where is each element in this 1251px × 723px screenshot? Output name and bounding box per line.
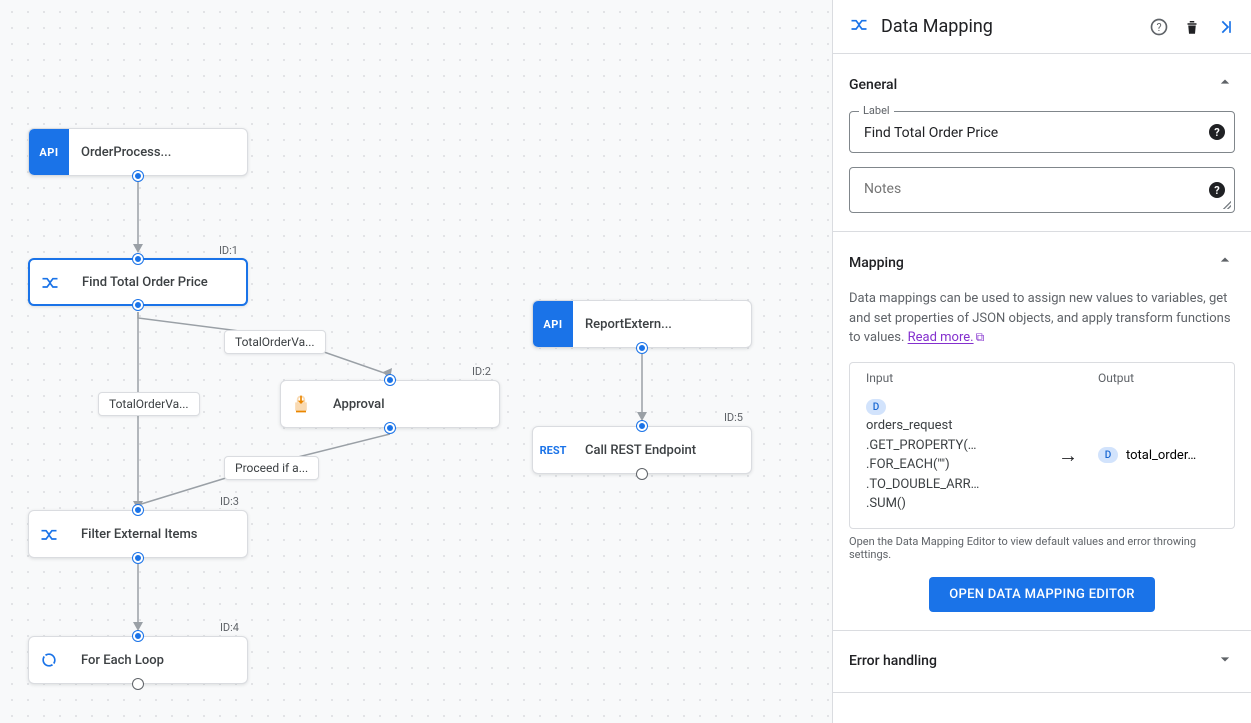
input-line: .FOR_EACH("") xyxy=(866,455,1038,475)
edge-label[interactable]: TotalOrderVa... xyxy=(98,392,200,416)
output-header: Output xyxy=(1098,371,1218,385)
input-header: Input xyxy=(866,371,1098,385)
node-port-bottom[interactable] xyxy=(133,171,143,181)
properties-panel: Data Mapping ? General Label ? xyxy=(832,0,1251,723)
notes-field[interactable]: ? xyxy=(849,167,1235,213)
panel-title: Data Mapping xyxy=(881,16,1135,37)
input-line: .SUM() xyxy=(866,494,1038,514)
node-port-top[interactable] xyxy=(637,421,647,431)
help-icon[interactable]: ? xyxy=(1209,182,1225,198)
general-section-toggle[interactable]: General xyxy=(849,72,1235,97)
node-call-rest-endpoint[interactable]: ID:5 REST Call REST Endpoint xyxy=(532,426,752,474)
node-port-bottom[interactable] xyxy=(133,679,143,689)
general-section: General Label ? ? xyxy=(833,54,1251,232)
node-label: Find Total Order Price xyxy=(70,260,246,304)
section-title: Mapping xyxy=(849,255,1215,271)
error-handling-section: Error handling xyxy=(833,631,1251,693)
node-approval[interactable]: ID:2 Approval xyxy=(280,380,500,428)
node-port-top[interactable] xyxy=(133,254,143,264)
node-id-badge: ID:1 xyxy=(215,244,242,257)
rest-icon: REST xyxy=(533,427,573,473)
read-more-link[interactable]: Read more. xyxy=(908,330,974,345)
help-icon[interactable]: ? xyxy=(1209,124,1225,140)
datatype-chip: D xyxy=(866,399,886,415)
node-id-badge: ID:3 xyxy=(216,495,243,508)
external-link-icon: ⧉ xyxy=(976,330,985,344)
svg-text:?: ? xyxy=(1156,21,1161,34)
delete-button[interactable] xyxy=(1183,18,1201,36)
node-port-bottom[interactable] xyxy=(133,553,143,563)
data-mapping-icon xyxy=(849,14,869,39)
chevron-up-icon xyxy=(1215,250,1235,275)
collapse-panel-button[interactable] xyxy=(1215,17,1235,37)
api-icon: API xyxy=(29,129,69,175)
node-port-top[interactable] xyxy=(385,375,395,385)
mapping-card-header: Input Output xyxy=(850,363,1234,393)
node-port-bottom[interactable] xyxy=(385,423,395,433)
field-legend: Label xyxy=(859,104,894,117)
help-button[interactable]: ? xyxy=(1149,17,1169,37)
api-icon: API xyxy=(533,301,573,347)
node-id-badge: ID:4 xyxy=(216,621,243,634)
mapping-desc-text: Data mappings can be used to assign new … xyxy=(849,291,1231,345)
section-title: General xyxy=(849,77,1215,93)
mapping-section-toggle[interactable]: Mapping xyxy=(849,250,1235,275)
mapping-section: Mapping Data mappings can be used to ass… xyxy=(833,232,1251,631)
panel-header: Data Mapping ? xyxy=(833,0,1251,54)
node-port-bottom[interactable] xyxy=(637,469,647,479)
node-report-extern[interactable]: API ReportExtern... xyxy=(532,300,752,348)
edge-label[interactable]: TotalOrderVa... xyxy=(224,330,326,354)
node-label: Approval xyxy=(321,381,499,427)
input-line: .TO_DOUBLE_ARR… xyxy=(866,475,1038,495)
node-for-each-loop[interactable]: ID:4 For Each Loop xyxy=(28,636,248,684)
open-data-mapping-editor-button[interactable]: OPEN DATA MAPPING EDITOR xyxy=(929,577,1155,612)
chevron-up-icon xyxy=(1215,72,1235,97)
mapping-output-expr: D total_order… xyxy=(1098,447,1218,463)
label-field[interactable]: Label ? xyxy=(849,111,1235,153)
node-port-top[interactable] xyxy=(133,505,143,515)
approval-icon xyxy=(281,381,321,427)
node-label: Call REST Endpoint xyxy=(573,427,751,473)
resize-grip[interactable] xyxy=(1223,201,1231,209)
edge-label[interactable]: Proceed if a... xyxy=(224,456,319,480)
output-var: total_order… xyxy=(1126,448,1196,463)
node-label: Filter External Items xyxy=(69,511,247,557)
mapping-input-expr: D orders_request .GET_PROPERTY(… .FOR_EA… xyxy=(866,397,1038,514)
flow-canvas[interactable]: API OrderProcess... ID:1 Find Total Orde… xyxy=(0,0,832,723)
data-mapping-icon xyxy=(29,511,69,557)
mapping-card[interactable]: Input Output D orders_request .GET_PROPE… xyxy=(849,362,1235,529)
node-id-badge: ID:5 xyxy=(720,411,747,424)
datatype-chip: D xyxy=(1098,447,1118,463)
section-title: Error handling xyxy=(849,653,1215,669)
mapping-note: Open the Data Mapping Editor to view def… xyxy=(849,535,1235,561)
notes-input[interactable] xyxy=(862,180,1198,198)
node-port-top[interactable] xyxy=(133,631,143,641)
node-port-bottom[interactable] xyxy=(133,300,143,310)
node-label: ReportExtern... xyxy=(573,301,751,347)
node-order-process[interactable]: API OrderProcess... xyxy=(28,128,248,176)
loop-icon xyxy=(29,637,69,683)
input-line: .GET_PROPERTY(… xyxy=(866,436,1038,456)
label-input[interactable] xyxy=(862,124,1198,142)
node-label: For Each Loop xyxy=(69,637,247,683)
data-mapping-icon xyxy=(30,260,70,304)
node-port-bottom[interactable] xyxy=(637,343,647,353)
input-var: orders_request xyxy=(866,416,1038,436)
chevron-down-icon xyxy=(1215,649,1235,674)
node-find-total-order-price[interactable]: ID:1 Find Total Order Price xyxy=(28,258,248,306)
error-handling-section-toggle[interactable]: Error handling xyxy=(849,649,1235,674)
mapping-description: Data mappings can be used to assign new … xyxy=(849,289,1235,348)
node-filter-external-items[interactable]: ID:3 Filter External Items xyxy=(28,510,248,558)
node-label: OrderProcess... xyxy=(69,129,247,175)
node-id-badge: ID:2 xyxy=(468,365,495,378)
arrow-right-icon: → xyxy=(1038,443,1098,468)
